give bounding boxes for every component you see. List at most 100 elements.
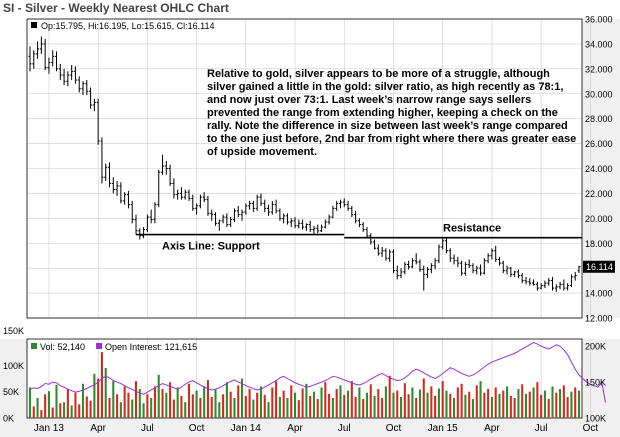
ohlc-bar	[422, 265, 426, 291]
volume-bar	[271, 387, 274, 418]
ohlc-bar	[293, 217, 297, 229]
open-interest-tick-label: 150K	[585, 378, 606, 388]
price-tick-label: 32.000	[585, 64, 613, 74]
ohlc-bar	[66, 71, 70, 87]
ohlc-bar	[410, 258, 414, 269]
ohlc-bar	[232, 208, 236, 223]
ohlc-bar	[505, 265, 509, 275]
ohlc-bar	[198, 194, 202, 209]
volume-bar	[169, 382, 172, 418]
ohlc-bar	[429, 263, 433, 274]
ohlc-bar	[172, 178, 176, 199]
ohlc-bar	[528, 278, 532, 286]
price-tick-label: 20.000	[585, 214, 613, 224]
volume-bar	[524, 393, 528, 418]
volume-tick-label: 100K	[3, 361, 24, 371]
volume-bar	[347, 390, 350, 418]
volume-bar	[293, 392, 297, 418]
ohlc-bar	[418, 259, 422, 272]
ohlc-bar	[221, 214, 225, 224]
volume-bar	[388, 375, 391, 418]
price-tick-label: 12.000	[585, 314, 613, 324]
volume-bar	[437, 388, 440, 418]
volume-bar	[369, 384, 372, 418]
ohlc-bar	[516, 269, 520, 279]
ohlc-bar	[263, 199, 267, 213]
ohlc-bar	[550, 276, 554, 291]
date-tick-label: Apr	[90, 423, 106, 434]
ohlc-bar	[509, 266, 513, 277]
volume-bar	[225, 382, 228, 418]
volume-bar	[44, 394, 47, 418]
volume-bar	[63, 402, 66, 418]
open-interest-legend-text: Open Interest: 121,615	[105, 342, 197, 352]
ohlc-bar	[85, 80, 89, 95]
volume-bar	[498, 393, 501, 418]
ohlc-bar	[479, 264, 483, 276]
ohlc-bar	[229, 217, 233, 228]
volume-bar	[275, 381, 278, 418]
price-tick-label: 26.000	[585, 139, 613, 149]
date-tick-label: Apr	[287, 423, 303, 434]
volume-bar	[97, 378, 100, 418]
volume-bar	[536, 382, 539, 418]
price-tick-label: 28.000	[585, 114, 613, 124]
ohlc-bar	[433, 258, 437, 270]
volume-bar	[411, 387, 414, 418]
ohlc-bar	[161, 154, 165, 175]
volume-bar	[517, 389, 520, 418]
volume-bar	[70, 405, 73, 418]
volume-bar	[134, 381, 138, 418]
volume-bar	[47, 391, 50, 418]
volume-bar	[28, 387, 32, 418]
ohlc-bar	[58, 63, 62, 81]
ohlc-bar	[240, 209, 244, 221]
volume-bar	[81, 383, 85, 418]
ohlc-bar	[270, 200, 274, 215]
ohlc-bar	[176, 189, 180, 200]
ohlc-bar	[81, 81, 85, 95]
volume-bar	[449, 393, 452, 418]
price-tick-label: 22.000	[585, 189, 613, 199]
volume-bar	[483, 392, 486, 418]
ohlc-bar	[47, 57, 51, 74]
ohlc-bar	[426, 266, 430, 279]
volume-legend-marker	[31, 343, 37, 349]
date-tick-label: Jan 14	[231, 423, 261, 434]
volume-bar	[142, 403, 145, 418]
ohlc-bar	[539, 283, 543, 290]
ohlc-bar	[384, 248, 388, 261]
volume-bar	[206, 380, 209, 418]
volume-bar	[240, 378, 244, 418]
volume-bar	[513, 397, 516, 418]
ohlc-bar	[255, 194, 259, 211]
ohlc-bar	[157, 169, 161, 208]
volume-bar	[199, 397, 202, 418]
ohlc-bar	[43, 38, 47, 71]
ohlc-bar	[369, 233, 373, 245]
volume-bar	[55, 384, 58, 418]
volume-bar	[290, 385, 293, 418]
volume-bar	[89, 400, 92, 418]
ohlc-bar	[547, 278, 551, 286]
ohlc-bar	[51, 50, 55, 67]
volume-bar	[157, 374, 160, 418]
ohlc-bar	[497, 256, 501, 266]
volume-bar	[362, 399, 365, 418]
volume-bar	[36, 397, 39, 418]
ohlc-bar	[316, 224, 320, 234]
ohlc-bar	[338, 199, 342, 209]
ohlc-bar	[214, 212, 218, 226]
volume-bar	[278, 396, 281, 418]
ohlc-bar	[92, 98, 96, 112]
volume-bar	[256, 392, 259, 418]
resistance-label: Resistance	[443, 223, 501, 235]
volume-bar	[165, 392, 168, 418]
ohlc-bar	[304, 223, 308, 231]
date-axis-background	[0, 418, 620, 437]
ohlc-bar	[251, 200, 255, 213]
ohlc-bar	[36, 41, 40, 59]
ohlc-bar	[179, 187, 183, 200]
